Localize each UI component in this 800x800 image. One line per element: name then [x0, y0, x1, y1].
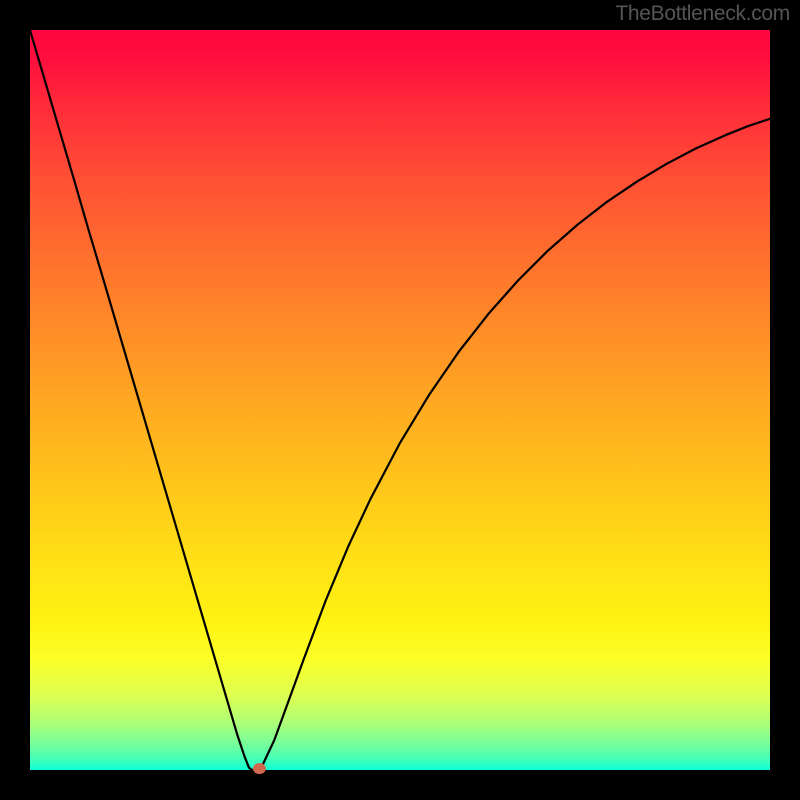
minimum-marker [253, 764, 265, 774]
gradient-background [30, 30, 770, 770]
bottleneck-chart [0, 0, 800, 800]
watermark-text: TheBottleneck.com [615, 2, 790, 26]
